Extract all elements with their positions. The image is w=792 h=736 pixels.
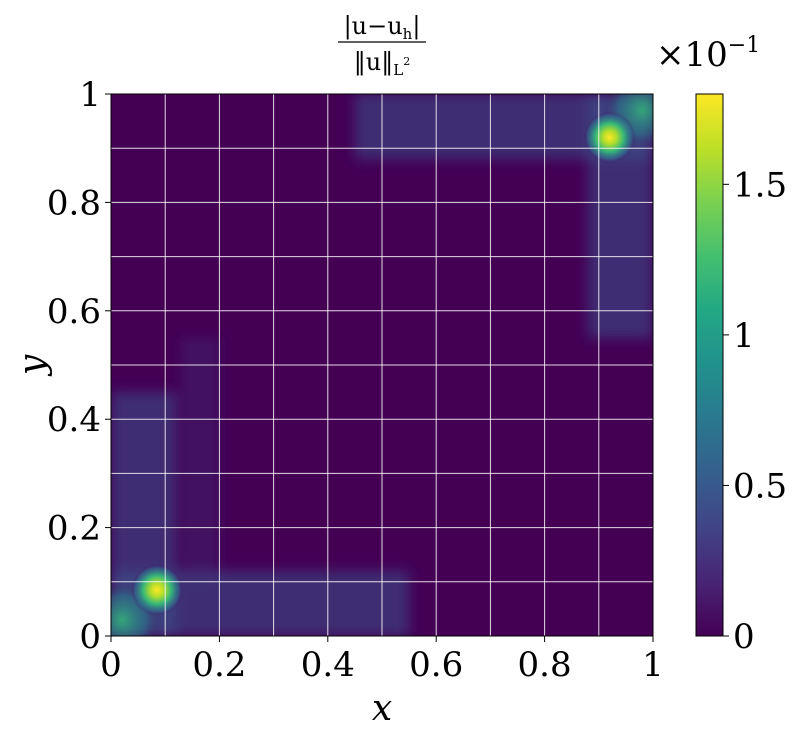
y-tick-label: 0.6 bbox=[47, 292, 101, 332]
x-axis-label: x bbox=[372, 688, 392, 729]
colorbar-multiplier: ×10−1 bbox=[656, 33, 760, 75]
y-tick-label: 0.4 bbox=[47, 400, 101, 440]
peak-top-right bbox=[583, 111, 636, 164]
y-axis: 0 0.2 0.4 0.6 0.8 1 bbox=[47, 75, 111, 657]
x-tick-label: 0.4 bbox=[301, 645, 355, 685]
y-tick-label: 0 bbox=[79, 617, 101, 657]
colorbar bbox=[695, 93, 724, 637]
title-denominator: ‖u‖L2 bbox=[354, 48, 410, 79]
chart-title: |u−uh| ‖u‖L2 bbox=[338, 12, 426, 79]
y-tick-label: 0.2 bbox=[47, 509, 101, 549]
colorbar-tick-label: 0 bbox=[733, 617, 755, 657]
x-tick-label: 1 bbox=[642, 645, 664, 685]
x-tick-label: 0.2 bbox=[192, 645, 246, 685]
band-left-faint bbox=[181, 337, 220, 582]
y-axis-label: y bbox=[12, 354, 53, 377]
colorbar-tick-label: 0.5 bbox=[733, 466, 787, 506]
x-tick-label: 0 bbox=[100, 645, 122, 685]
colorbar-tick-label: 1 bbox=[733, 316, 755, 356]
title-numerator: |u−uh| bbox=[344, 12, 421, 43]
peak-bottom-left bbox=[131, 563, 184, 616]
x-axis: 0 0.2 0.4 0.6 0.8 1 bbox=[100, 636, 664, 685]
colorbar-ticks: 0 0.5 1 1.5 bbox=[723, 165, 787, 657]
colorbar-tick-label: 1.5 bbox=[733, 165, 787, 205]
x-tick-label: 0.6 bbox=[409, 645, 463, 685]
grid-lines bbox=[111, 94, 653, 636]
x-tick-label: 0.8 bbox=[518, 645, 572, 685]
y-tick-label: 0.8 bbox=[47, 183, 101, 223]
y-tick-label: 1 bbox=[79, 75, 101, 115]
plot-frame bbox=[110, 93, 654, 637]
